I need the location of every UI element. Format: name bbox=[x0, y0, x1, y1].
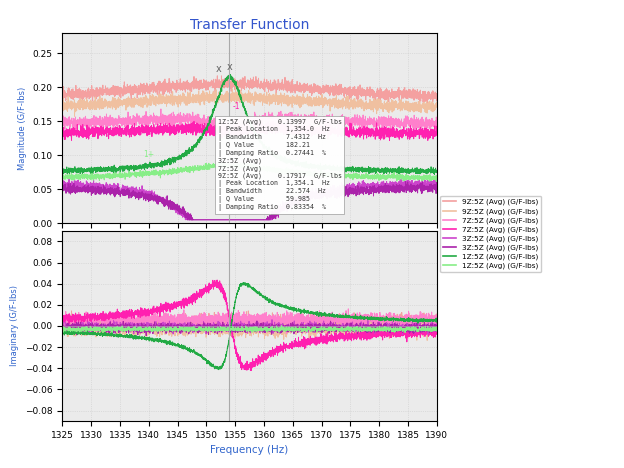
Y-axis label: Imaginary (G/F-lbs): Imaginary (G/F-lbs) bbox=[11, 285, 19, 366]
Text: 1Z:5Z (Avg)    0.13997  G/F-lbs
| Peak Location  1,354.0  Hz
| Bandwidth      7.: 1Z:5Z (Avg) 0.13997 G/F-lbs | Peak Locat… bbox=[218, 118, 342, 212]
X-axis label: Frequency (Hz): Frequency (Hz) bbox=[210, 446, 289, 455]
Y-axis label: Magnitude (G/F-lbs): Magnitude (G/F-lbs) bbox=[18, 86, 27, 169]
Text: x: x bbox=[216, 64, 222, 74]
Text: 1+: 1+ bbox=[80, 92, 91, 102]
Text: x: x bbox=[227, 62, 233, 72]
Title: Transfer Function: Transfer Function bbox=[190, 18, 310, 32]
Text: 1+: 1+ bbox=[143, 150, 154, 159]
Text: -1: -1 bbox=[232, 102, 240, 111]
Legend: 9Z:5Z (Avg) (G/F-lbs), 9Z:5Z (Avg) (G/F-lbs), 7Z:5Z (Avg) (G/F-lbs), 7Z:5Z (Avg): 9Z:5Z (Avg) (G/F-lbs), 9Z:5Z (Avg) (G/F-… bbox=[441, 196, 541, 272]
